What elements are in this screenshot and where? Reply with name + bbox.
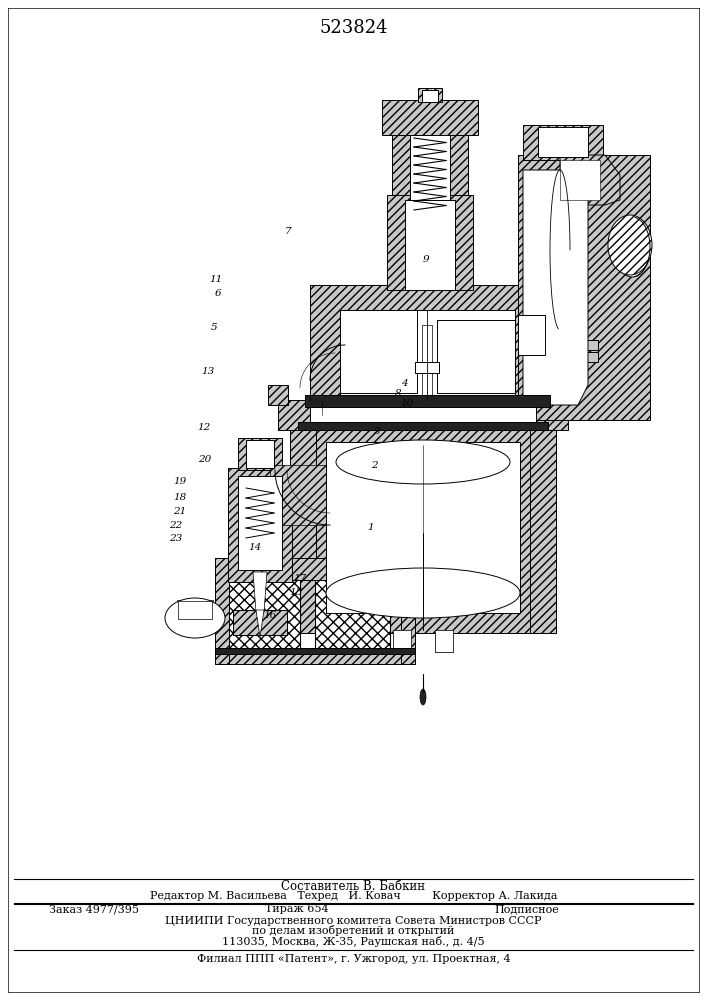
Bar bbox=[315, 578, 390, 653]
Bar bbox=[305, 395, 550, 407]
Text: 12: 12 bbox=[198, 424, 211, 432]
Bar bbox=[246, 440, 274, 468]
Bar bbox=[418, 88, 442, 102]
Bar bbox=[268, 385, 288, 405]
Text: 5: 5 bbox=[211, 324, 218, 332]
Text: 10: 10 bbox=[400, 399, 413, 408]
Text: 7: 7 bbox=[285, 228, 292, 236]
Text: Филиал ППП «Патент», г. Ужгород, ул. Проектная, 4: Филиал ППП «Патент», г. Ужгород, ул. Про… bbox=[197, 954, 510, 964]
Polygon shape bbox=[256, 610, 264, 637]
Ellipse shape bbox=[614, 217, 650, 277]
Bar bbox=[530, 422, 556, 633]
Text: 17: 17 bbox=[293, 574, 306, 583]
Text: 11: 11 bbox=[209, 275, 222, 284]
Polygon shape bbox=[437, 320, 515, 393]
Bar bbox=[387, 195, 473, 290]
Bar bbox=[450, 135, 468, 200]
Bar bbox=[393, 630, 411, 652]
Bar bbox=[290, 422, 556, 633]
Text: 6: 6 bbox=[214, 288, 221, 298]
Ellipse shape bbox=[608, 215, 652, 275]
Bar bbox=[228, 468, 292, 582]
Bar bbox=[310, 285, 545, 425]
Bar bbox=[298, 422, 548, 430]
Ellipse shape bbox=[165, 598, 225, 638]
Bar bbox=[393, 630, 411, 652]
Bar bbox=[422, 325, 432, 400]
Bar bbox=[270, 465, 330, 525]
Bar bbox=[415, 362, 439, 373]
Bar bbox=[340, 310, 515, 400]
Bar bbox=[326, 442, 520, 613]
Text: 14: 14 bbox=[249, 544, 262, 552]
Bar bbox=[178, 601, 212, 619]
Bar bbox=[560, 160, 600, 200]
Bar bbox=[238, 476, 282, 570]
Bar bbox=[422, 90, 438, 102]
Polygon shape bbox=[253, 572, 267, 612]
Text: 16: 16 bbox=[264, 611, 276, 620]
Bar bbox=[215, 648, 415, 654]
Text: 18: 18 bbox=[173, 492, 186, 502]
Ellipse shape bbox=[336, 440, 510, 484]
Text: 9: 9 bbox=[423, 255, 430, 264]
Bar bbox=[392, 135, 410, 200]
Ellipse shape bbox=[420, 689, 426, 705]
Text: 13: 13 bbox=[201, 367, 214, 376]
Text: 15: 15 bbox=[289, 588, 302, 596]
Bar bbox=[409, 360, 445, 375]
Text: 523824: 523824 bbox=[320, 19, 388, 37]
Text: 8: 8 bbox=[395, 389, 402, 398]
Bar bbox=[435, 630, 453, 652]
Text: 21: 21 bbox=[173, 508, 186, 516]
Text: 113035, Москва, Ж-35, Раушская наб., д. 4/5: 113035, Москва, Ж-35, Раушская наб., д. … bbox=[222, 936, 485, 947]
Text: Составитель В. Бабкин: Составитель В. Бабкин bbox=[281, 880, 426, 894]
Bar bbox=[238, 438, 282, 470]
Bar bbox=[523, 125, 603, 160]
Bar bbox=[401, 558, 415, 664]
Bar bbox=[435, 630, 453, 652]
Bar bbox=[215, 558, 415, 580]
Bar bbox=[410, 135, 450, 200]
Ellipse shape bbox=[326, 568, 520, 618]
Polygon shape bbox=[523, 170, 588, 405]
Text: по делам изобретений и открытий: по делам изобретений и открытий bbox=[252, 926, 455, 936]
Text: 3: 3 bbox=[373, 428, 380, 436]
Bar bbox=[177, 600, 213, 620]
Bar bbox=[405, 200, 455, 290]
Bar bbox=[392, 195, 468, 205]
Text: ЦНИИПИ Государственного комитета Совета Министров СССР: ЦНИИПИ Государственного комитета Совета … bbox=[165, 916, 542, 926]
Bar bbox=[215, 650, 415, 664]
Bar bbox=[215, 558, 229, 664]
Polygon shape bbox=[560, 155, 620, 205]
Text: Подписное: Подписное bbox=[495, 904, 560, 914]
Text: Тираж 654: Тираж 654 bbox=[265, 904, 329, 914]
Bar bbox=[278, 400, 568, 430]
Bar bbox=[538, 127, 588, 157]
Bar bbox=[225, 578, 300, 653]
Bar bbox=[233, 610, 287, 635]
Bar bbox=[310, 402, 536, 428]
Polygon shape bbox=[340, 310, 417, 393]
Bar bbox=[580, 340, 598, 350]
Text: Заказ 4977/395: Заказ 4977/395 bbox=[49, 904, 139, 914]
Bar bbox=[580, 352, 598, 362]
Text: 2: 2 bbox=[371, 462, 378, 471]
Bar bbox=[518, 155, 650, 420]
Text: 20: 20 bbox=[198, 456, 211, 464]
Text: 1: 1 bbox=[367, 524, 374, 532]
Text: Редактор М. Васильева   Техред   И. Ковач         Корректор А. Лакида: Редактор М. Васильева Техред И. Ковач Ко… bbox=[150, 891, 557, 901]
Bar bbox=[290, 422, 316, 633]
Text: 23: 23 bbox=[169, 534, 182, 543]
Bar bbox=[558, 385, 578, 405]
Bar bbox=[382, 100, 478, 135]
Bar bbox=[518, 315, 545, 355]
Text: 19: 19 bbox=[173, 478, 186, 487]
Text: 22: 22 bbox=[169, 520, 182, 530]
Text: 4: 4 bbox=[401, 379, 408, 388]
